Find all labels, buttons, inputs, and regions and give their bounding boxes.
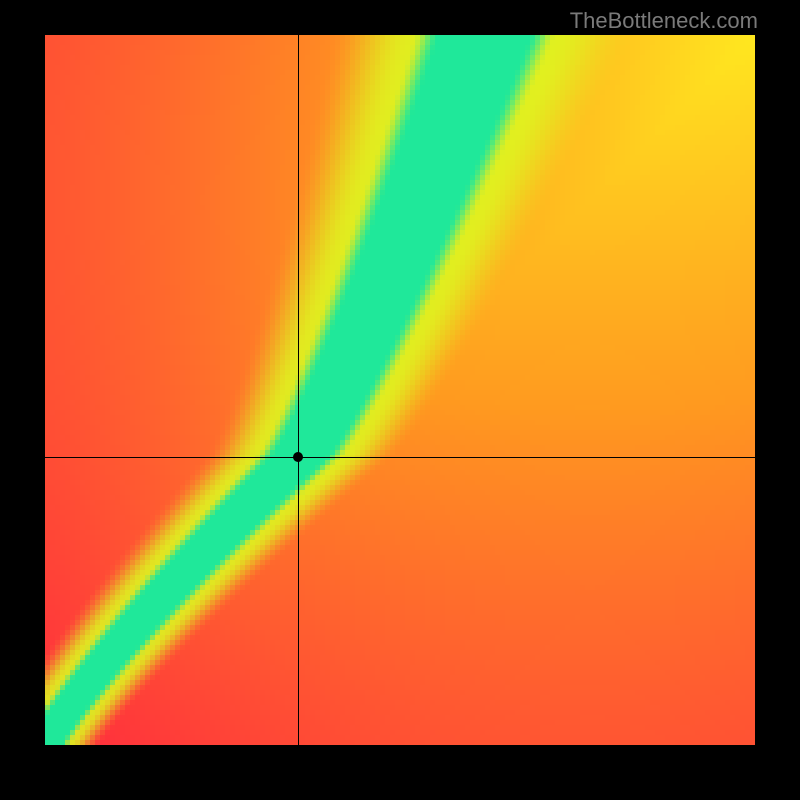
watermark-text: TheBottleneck.com [570,8,758,34]
chart-container: TheBottleneck.com [0,0,800,800]
crosshair-horizontal [45,457,755,458]
heatmap-plot [45,35,755,745]
crosshair-vertical [298,35,299,745]
heatmap-canvas [45,35,755,745]
crosshair-marker-dot [293,452,303,462]
